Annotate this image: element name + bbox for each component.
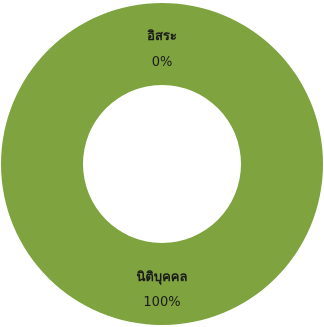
slices-group [1, 3, 323, 325]
slice-value-independent: 0% [152, 55, 173, 70]
slice-label-juristic-person: นิติบุคคล [137, 270, 188, 285]
labels-group: อิสระ 0% นิติบุคคล 100% [137, 29, 188, 310]
slice-juristic-person [1, 3, 323, 325]
slice-label-independent: อิสระ [147, 29, 177, 44]
slice-value-juristic-person: 100% [143, 295, 180, 310]
